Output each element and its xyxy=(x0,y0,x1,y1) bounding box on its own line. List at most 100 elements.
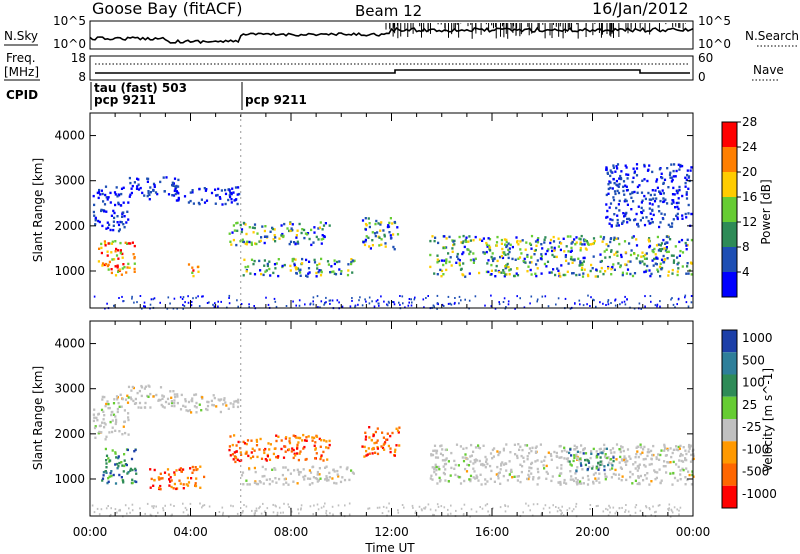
echo-cell xyxy=(325,509,328,512)
echo-cell xyxy=(530,234,534,238)
echo-cell xyxy=(368,225,371,229)
echo-cell xyxy=(629,457,632,460)
echo-cell xyxy=(182,296,185,299)
echo-cell xyxy=(630,249,633,252)
echo-cell xyxy=(124,398,128,401)
echo-cell xyxy=(328,439,331,443)
echo-cell xyxy=(654,478,657,481)
echo-cell xyxy=(536,300,538,303)
echo-cell xyxy=(639,452,642,456)
echo-cell xyxy=(572,272,575,275)
echo-cell xyxy=(602,237,605,241)
echo-cell xyxy=(669,171,672,174)
echo-cell xyxy=(334,273,338,276)
echo-cell xyxy=(322,459,325,462)
echo-cell xyxy=(224,202,227,206)
echo-cell xyxy=(114,203,117,207)
echo-cell xyxy=(351,271,354,274)
echo-cell xyxy=(557,506,560,509)
echo-cell xyxy=(586,474,590,478)
echo-cell xyxy=(290,510,293,513)
echo-cell xyxy=(125,221,128,224)
echo-cell xyxy=(535,445,538,448)
echo-cell xyxy=(582,272,585,275)
echo-cell xyxy=(649,274,652,278)
echo-cell xyxy=(609,511,611,514)
echo-cell xyxy=(659,481,662,485)
echo-cell xyxy=(191,266,194,269)
echo-cell xyxy=(646,264,649,268)
echo-cell xyxy=(660,172,663,175)
echo-cell xyxy=(604,478,607,481)
echo-cell xyxy=(435,449,439,452)
echo-cell xyxy=(574,243,577,246)
echo-cell xyxy=(131,478,134,481)
echo-cell xyxy=(679,444,682,448)
echo-cell xyxy=(540,243,543,246)
echo-cell xyxy=(619,455,622,459)
echo-cell xyxy=(194,484,198,488)
echo-cell xyxy=(123,266,126,269)
echo-cell xyxy=(305,258,308,262)
echo-cell xyxy=(436,258,439,261)
echo-cell xyxy=(289,240,293,243)
echo-cell xyxy=(643,463,646,467)
echo-cell xyxy=(617,185,620,188)
echo-cell xyxy=(447,302,450,305)
echo-cell xyxy=(297,458,300,462)
echo-cell xyxy=(316,473,319,476)
echo-cell xyxy=(534,460,537,463)
echo-cell xyxy=(524,444,527,447)
echo-cell xyxy=(170,404,173,408)
echo-cell xyxy=(196,265,199,269)
echo-cell xyxy=(301,257,304,261)
echo-cell xyxy=(126,448,129,452)
echo-cell xyxy=(175,487,178,491)
echo-cell xyxy=(448,235,451,239)
echo-cell xyxy=(488,238,492,241)
nsky-tick-low: 10^0 xyxy=(53,37,86,51)
echo-cell xyxy=(188,409,191,412)
echo-cell xyxy=(636,191,639,194)
echo-cell xyxy=(115,456,118,459)
echo-cell xyxy=(116,264,119,267)
echo-cell xyxy=(228,515,230,518)
echo-cell xyxy=(277,274,280,278)
echo-cell xyxy=(248,483,251,486)
echo-cell xyxy=(269,230,272,233)
echo-cell xyxy=(246,240,249,243)
echo-cell xyxy=(190,477,193,480)
echo-cell xyxy=(506,244,509,247)
echo-cell xyxy=(318,473,321,476)
echo-cell xyxy=(665,241,668,244)
echo-cell xyxy=(671,272,674,275)
echo-cell xyxy=(267,303,270,306)
echo-cell xyxy=(134,467,137,471)
echo-cell xyxy=(618,177,621,180)
echo-cell xyxy=(322,224,326,227)
echo-cell xyxy=(206,400,209,404)
echo-cell xyxy=(669,238,672,241)
echo-cell xyxy=(573,258,576,261)
echo-cell xyxy=(254,509,256,512)
echo-cell xyxy=(522,456,525,459)
echo-cell xyxy=(456,255,459,258)
echo-cell xyxy=(628,455,631,458)
echo-cell xyxy=(504,266,507,270)
echo-cell xyxy=(177,198,180,201)
echo-cell xyxy=(655,510,657,513)
echo-cell xyxy=(287,468,290,472)
echo-cell xyxy=(681,164,684,168)
echo-cell xyxy=(182,502,184,505)
echo-cell xyxy=(655,457,658,461)
echo-cell xyxy=(364,238,367,242)
echo-cell xyxy=(120,221,123,224)
echo-cell xyxy=(485,243,489,246)
echo-cell xyxy=(115,254,119,257)
echo-cell xyxy=(234,186,238,189)
echo-cell xyxy=(248,467,251,470)
echo-cell xyxy=(319,457,322,461)
echo-cell xyxy=(664,242,667,245)
echo-cell xyxy=(595,467,598,470)
echo-cell xyxy=(470,454,473,457)
